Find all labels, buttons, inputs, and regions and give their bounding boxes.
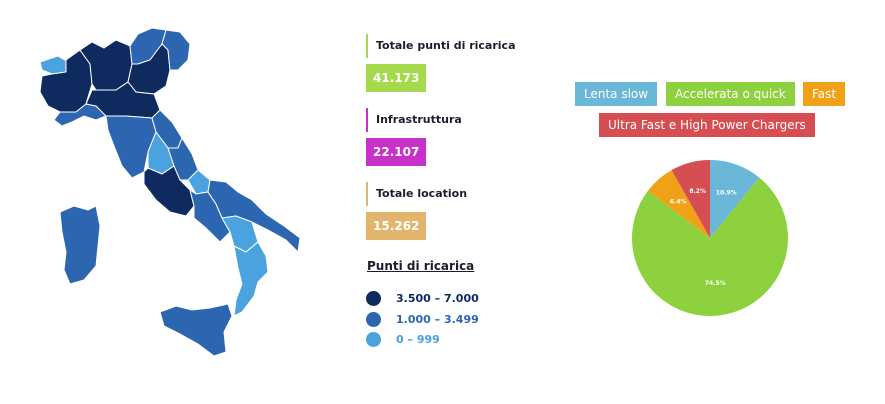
pie-slice-quick[interactable] <box>632 177 788 316</box>
region-puglia[interactable] <box>207 179 301 254</box>
pie-slice-fast[interactable] <box>648 170 710 238</box>
region-sicilia[interactable] <box>159 303 233 357</box>
legend-quick-button[interactable]: Accelerata o quick <box>666 82 795 106</box>
legend-color-dot <box>366 332 381 347</box>
stat-accent-bar <box>366 182 368 206</box>
stat-label: Totale location <box>376 187 468 200</box>
legend-color-dot <box>366 291 381 306</box>
region-emilia-romagna[interactable] <box>85 81 161 119</box>
stat-accent-bar <box>366 34 368 58</box>
stat-label: Infrastruttura <box>376 113 462 126</box>
pie-slice-value-label: 6.4% <box>670 199 687 206</box>
stat-label: Totale punti di ricarica <box>376 39 516 52</box>
legend-slow-button[interactable]: Lenta slow <box>575 82 658 106</box>
stat-value: 22.107 <box>366 138 427 166</box>
stat-value: 15.262 <box>366 212 427 240</box>
pie-slice-value-label: 74.5% <box>705 280 726 287</box>
region-valle-aosta[interactable] <box>39 55 69 75</box>
region-sardegna[interactable] <box>59 205 101 285</box>
stat-accent-bar <box>366 108 368 132</box>
legend-ultra-fast-button[interactable]: Ultra Fast e High Power Chargers <box>599 113 815 137</box>
legend-color-dot <box>366 312 381 327</box>
legend-label: 0 – 999 <box>396 333 440 346</box>
pie-slice-value-label: 10.9% <box>716 189 737 196</box>
pie-slice-slow[interactable] <box>710 160 760 238</box>
legend-label: 3.500 – 7.000 <box>396 292 479 305</box>
legend-label: 1.000 – 3.499 <box>396 313 479 326</box>
region-friuli[interactable] <box>161 29 191 71</box>
pie-slice-ultra-fast[interactable] <box>671 160 710 238</box>
region-liguria[interactable] <box>53 103 107 127</box>
charging-type-pie-chart: 10.9% 74.5% 6.4%8.2% <box>632 160 788 316</box>
pie-slice-value-label: 8.2% <box>689 188 706 195</box>
legend-fast-button[interactable]: Fast <box>803 82 846 106</box>
map-legend-title: Punti di ricarica <box>367 259 475 273</box>
italy-map <box>39 27 301 357</box>
stat-value: 41.173 <box>366 64 427 92</box>
region-calabria[interactable] <box>233 241 269 317</box>
